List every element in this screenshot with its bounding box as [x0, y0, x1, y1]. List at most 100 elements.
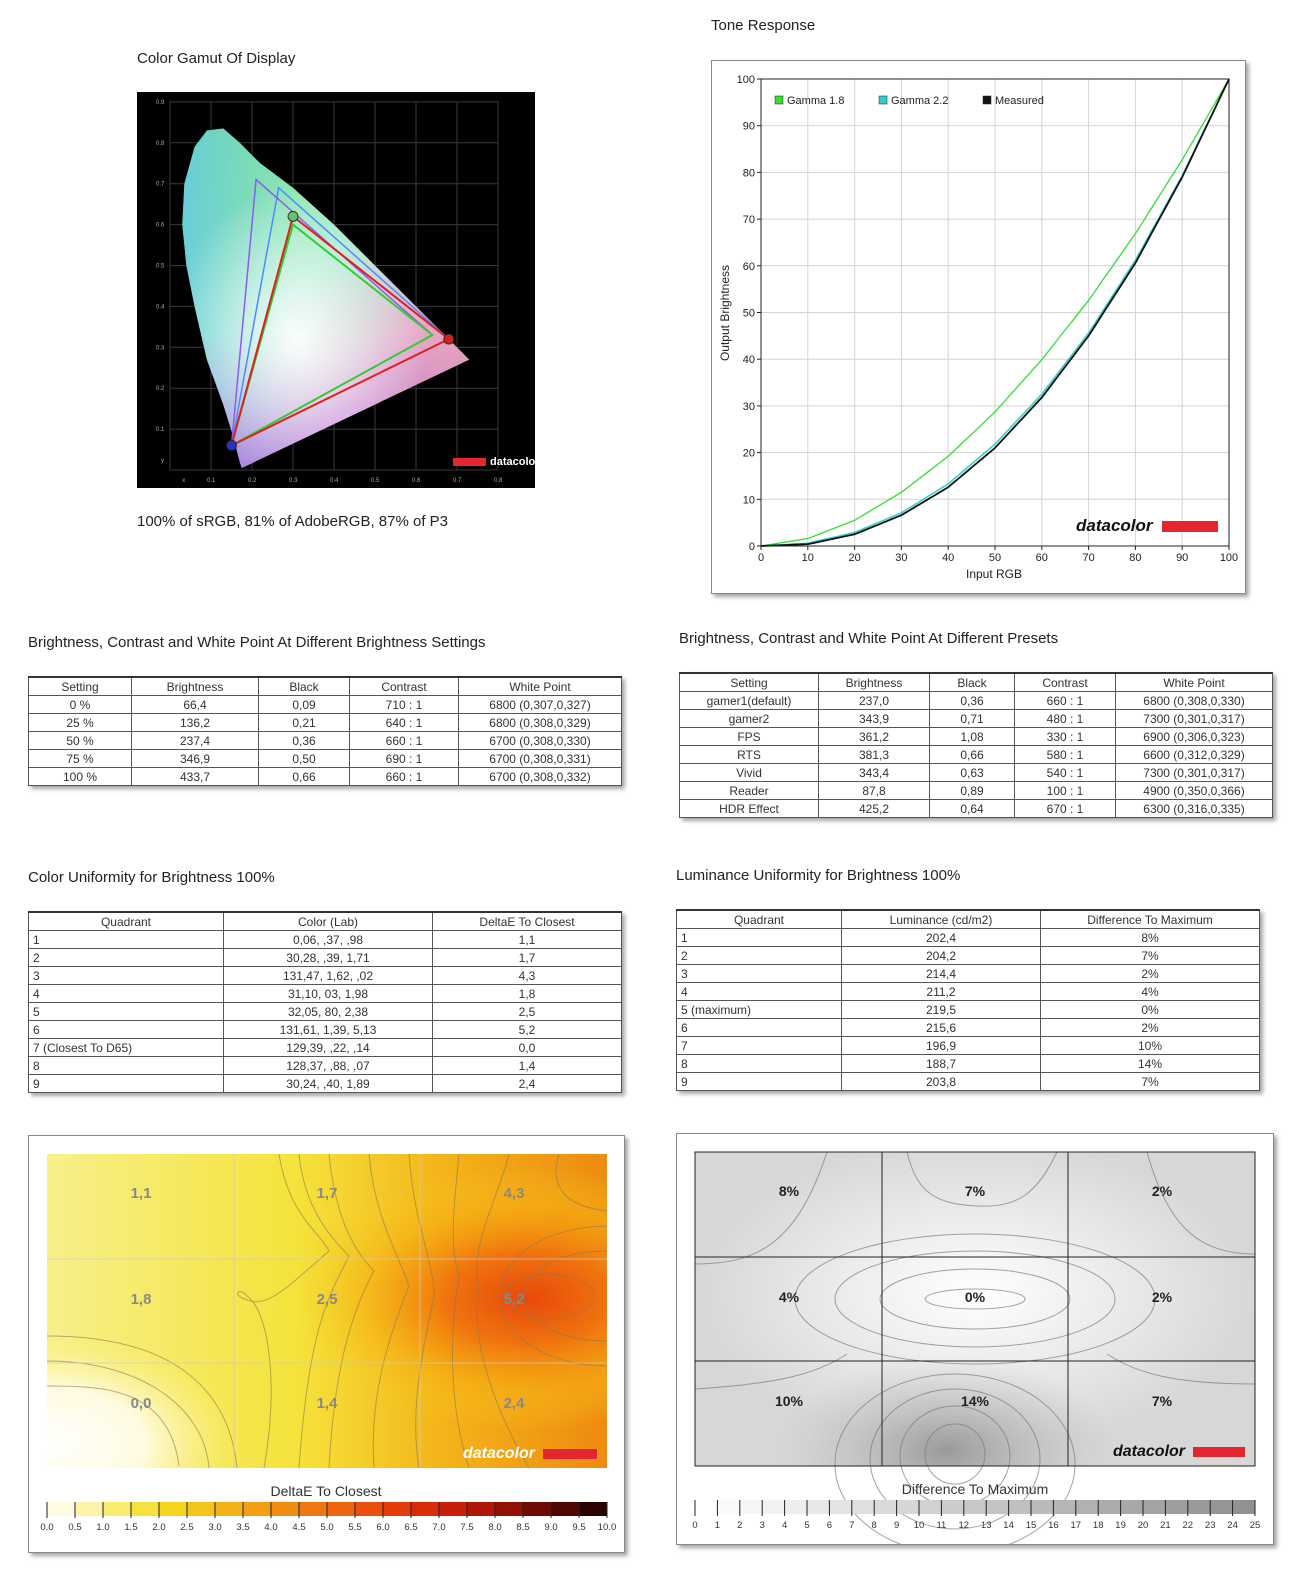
table-row: 75 % 346,9 0,50 690 : 1 6700 (0,308,0,331)	[28, 749, 622, 768]
gamut-y-tick: 0.1	[156, 427, 165, 433]
table-cell: 1,7	[432, 948, 622, 967]
gamut-x-label: x	[182, 478, 185, 484]
table-cell: FPS	[679, 727, 819, 746]
gamut-x-tick: 0.1	[207, 478, 216, 484]
gamut-primary-point	[287, 211, 299, 222]
presets-title: Brightness, Contrast and White Point At …	[679, 630, 1059, 647]
table-cell: 5 (maximum)	[676, 1000, 842, 1019]
luminance-uniformity-table: Quadrant Luminance (cd/m2) Difference To…	[676, 909, 1260, 1091]
table-cell: 0,66	[929, 745, 1015, 764]
deltae-scale-tick: 0.0	[40, 1522, 53, 1533]
table-cell: 540 : 1	[1014, 763, 1116, 782]
col-header: Contrast	[1014, 672, 1116, 692]
table-row: 1 0,06, ,37, ,98 1,1	[28, 930, 622, 949]
table-cell: 7300 (0,301,0,317)	[1115, 709, 1273, 728]
col-header: White Point	[1115, 672, 1273, 692]
tone-y-tick: 10	[743, 494, 755, 506]
table-cell: 660 : 1	[349, 731, 459, 750]
gamma18-line	[760, 78, 1230, 547]
luminance-scale-tick: 22	[1183, 1520, 1194, 1531]
deltae-scale-tick: 2.0	[152, 1522, 165, 1533]
deltae-quadrant-label: 2,4	[504, 1395, 526, 1412]
luminance-logo-bar	[1193, 1447, 1245, 1457]
table-cell: 640 : 1	[349, 713, 459, 732]
deltae-scale-tick: 1.0	[96, 1522, 109, 1533]
table-cell: 32,05, 80, 2,38	[223, 1002, 433, 1021]
table-cell: 6600 (0,312,0,329)	[1115, 745, 1273, 764]
table-cell: 4,3	[432, 966, 622, 985]
gamut-logo: datacolor	[490, 456, 535, 468]
deltae-scale-tick: 3.5	[236, 1522, 249, 1533]
gamut-title: Color Gamut Of Display	[137, 50, 296, 67]
table-cell: 14%	[1040, 1054, 1260, 1073]
gamut-x-tick: 0.6	[412, 478, 421, 484]
table-cell: 0,36	[929, 691, 1015, 710]
tone-y-tick: 70	[743, 214, 755, 226]
deltae-scale-tick: 7.0	[432, 1522, 445, 1533]
gamut-x-tick: 0.7	[453, 478, 462, 484]
table-cell: 670 : 1	[1014, 799, 1116, 818]
table-row: 5 (maximum) 219,5 0%	[676, 1000, 1260, 1019]
col-header: Color (Lab)	[223, 911, 433, 931]
table-cell: 4	[28, 984, 224, 1003]
deltae-quadrant-label: 1,1	[131, 1185, 152, 1202]
deltae-scale-tick: 8.5	[516, 1522, 529, 1533]
tone-x-tick: 20	[848, 552, 860, 564]
luminance-quadrant-label: 2%	[1152, 1183, 1173, 1199]
table-cell: 343,9	[818, 709, 930, 728]
tone-x-tick: 0	[758, 552, 764, 564]
deltae-scale-tick: 6.0	[376, 1522, 389, 1533]
deltae-quadrant-label: 1,8	[131, 1291, 152, 1308]
luminance-scale-tick: 3	[760, 1520, 765, 1531]
measured-line	[760, 78, 1230, 547]
table-cell: 8	[676, 1054, 842, 1073]
deltae-scale-tick: 3.0	[208, 1522, 221, 1533]
luminance-scale-tick: 2	[737, 1520, 742, 1531]
table-row: 0 % 66,4 0,09 710 : 1 6800 (0,307,0,327)	[28, 695, 622, 714]
table-cell: 0,09	[258, 695, 350, 714]
deltae-scale-tick: 1.5	[124, 1522, 137, 1533]
legend-measured: Measured	[995, 95, 1044, 107]
table-cell: 580 : 1	[1014, 745, 1116, 764]
table-cell: 7300 (0,301,0,317)	[1115, 763, 1273, 782]
table-cell: 2%	[1040, 1018, 1260, 1037]
luminance-scale-tick: 11	[936, 1520, 946, 1531]
gamut-y-tick: 0.6	[156, 223, 165, 229]
table-cell: 75 %	[28, 749, 132, 768]
color-uniformity-title: Color Uniformity for Brightness 100%	[28, 869, 275, 886]
deltae-quadrant-label: 1,4	[317, 1395, 339, 1412]
table-cell: 7%	[1040, 1072, 1260, 1091]
table-cell: 6700 (0,308,0,331)	[458, 749, 622, 768]
table-row: HDR Effect 425,2 0,64 670 : 1 6300 (0,316,0,…	[679, 799, 1273, 818]
luminance-scale-tick: 10	[914, 1520, 925, 1531]
tone-y-tick: 100	[737, 74, 755, 86]
table-row: 4 31,10, 03, 1,98 1,8	[28, 984, 622, 1003]
luminance-scale-title: Difference To Maximum	[902, 1481, 1049, 1497]
table-cell: 0,66	[258, 767, 350, 786]
table-cell: 0,64	[929, 799, 1015, 818]
deltae-logo-bar	[543, 1449, 597, 1459]
table-cell: 7	[676, 1036, 842, 1055]
table-row: 9 203,8 7%	[676, 1072, 1260, 1091]
tone-x-tick: 40	[942, 552, 954, 564]
table-cell: 8%	[1040, 928, 1260, 947]
luminance-scale-tick: 21	[1160, 1520, 1171, 1531]
table-cell: 100 : 1	[1014, 781, 1116, 800]
table-row: Vivid 343,4 0,63 540 : 1 7300 (0,301,0,317)	[679, 763, 1273, 782]
deltae-scale-tick: 0.5	[68, 1522, 81, 1533]
brightness-settings-table: Setting Brightness Black Contrast White …	[28, 676, 622, 786]
luminance-scale-tick: 13	[981, 1520, 992, 1531]
deltae-scale-tick: 9.0	[544, 1522, 557, 1533]
tone-logo: datacolor	[1076, 516, 1154, 535]
table-cell: 7 (Closest To D65)	[28, 1038, 224, 1057]
gamut-x-tick: 0.2	[248, 478, 257, 484]
col-header: Black	[929, 672, 1015, 692]
col-header: Black	[258, 676, 350, 696]
table-row: 6 215,6 2%	[676, 1018, 1260, 1037]
luminance-quadrant-label: 4%	[779, 1289, 800, 1305]
display-triangle	[229, 214, 451, 448]
table-cell: 211,2	[841, 982, 1041, 1001]
table-row: 50 % 237,4 0,36 660 : 1 6700 (0,308,0,330)	[28, 731, 622, 750]
luminance-uniformity-title: Luminance Uniformity for Brightness 100%	[676, 867, 961, 884]
luminance-scale-tick: 8	[872, 1520, 877, 1531]
